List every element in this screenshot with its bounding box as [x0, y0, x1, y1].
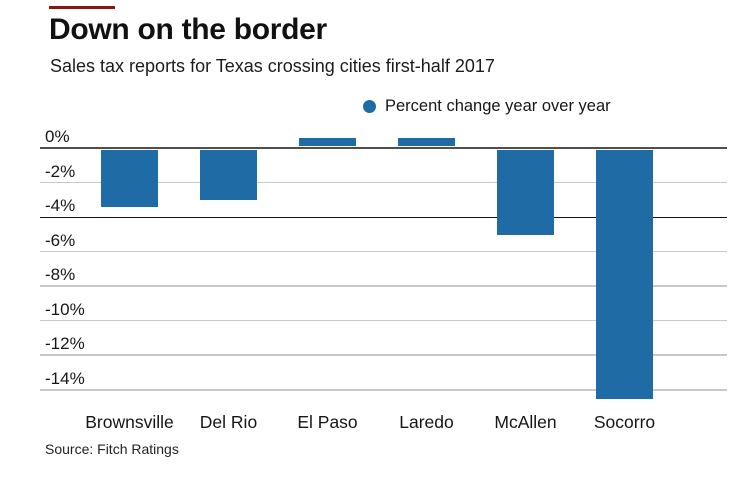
bar-del-rio — [200, 149, 257, 201]
x-axis-label: El Paso — [297, 412, 358, 432]
gridline — [40, 354, 727, 356]
y-axis-tick-label: -8% — [45, 265, 76, 285]
red-accent-line — [49, 6, 115, 9]
legend-marker-icon — [363, 100, 376, 113]
y-axis-tick-label: -10% — [45, 299, 85, 319]
bar-el-paso — [299, 137, 356, 147]
y-axis-tick-label: 0% — [45, 127, 70, 146]
bar-laredo — [398, 137, 455, 147]
x-axis-label: McAllen — [494, 412, 557, 432]
chart-title: Down on the border — [49, 13, 327, 46]
bar-mcallen — [497, 149, 554, 235]
x-axis-label: Brownsville — [85, 412, 174, 432]
source-note: Source: Fitch Ratings — [45, 441, 179, 457]
x-axis-label: Socorro — [593, 412, 656, 432]
gridline — [40, 319, 727, 322]
y-axis-tick-label: -12% — [45, 334, 85, 354]
x-axis-label: Laredo — [399, 412, 454, 432]
bar-brownsville — [101, 149, 158, 208]
y-axis-tick-label: -14% — [45, 368, 85, 388]
y-axis-tick-label: -2% — [45, 161, 76, 181]
gridline — [40, 146, 727, 149]
legend: Percent change year over year — [363, 97, 611, 116]
y-axis-tick-label: -6% — [45, 230, 76, 250]
gridline — [40, 250, 727, 253]
gridline — [40, 285, 727, 287]
bar-socorro — [596, 149, 653, 399]
gridline — [40, 389, 727, 391]
chart-subtitle: Sales tax reports for Texas crossing cit… — [50, 56, 495, 76]
x-axis-label: Del Rio — [199, 412, 258, 432]
gridline — [40, 216, 727, 218]
gridline — [40, 181, 727, 184]
legend-label: Percent change year over year — [385, 97, 611, 115]
y-axis-tick-label: -4% — [45, 196, 76, 216]
